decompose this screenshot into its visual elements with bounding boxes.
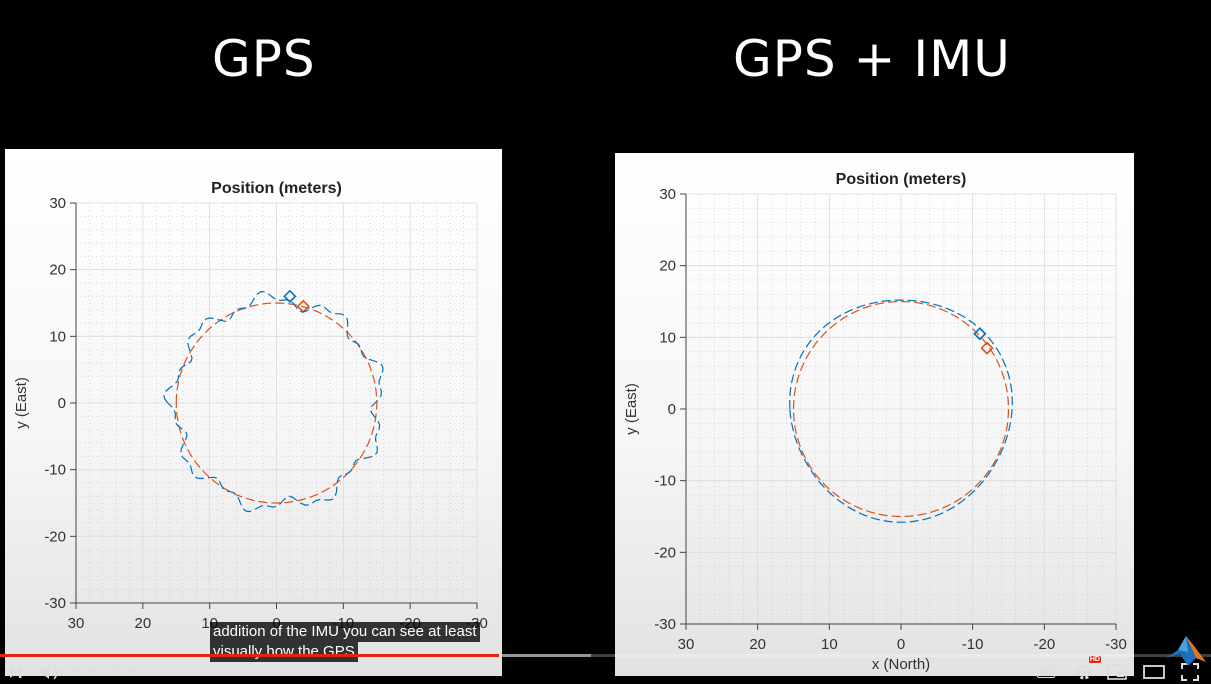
x-tick-label: 10 <box>821 636 838 653</box>
chart-title: Position (meters) <box>211 180 342 197</box>
series-1-diamond-marker <box>283 289 297 303</box>
y-tick-label: -10 <box>44 462 66 479</box>
y-tick-label: 10 <box>659 329 676 346</box>
series-0-path <box>175 302 378 504</box>
player-controls: 6:05 / 13:59 CC HD <box>0 656 1211 684</box>
miniplayer-icon <box>1107 664 1127 680</box>
fullscreen-icon <box>1181 663 1199 681</box>
miniplayer-button[interactable] <box>1106 660 1128 684</box>
heading-gps: GPS <box>212 30 316 88</box>
chart-panel-gps-imu: 30 20 10 0 -10 -20 -30 30 20 10 0 -10 -20 -30 Position… <box>615 153 1134 676</box>
cc-icon: CC <box>1037 666 1055 678</box>
time-display: 6:05 / 13:59 <box>74 664 138 678</box>
x-tick-label: 20 <box>134 615 151 632</box>
y-tick-label: 20 <box>49 262 66 279</box>
x-tick-label: 0 <box>897 636 905 653</box>
heading-gps-imu: GPS + IMU <box>733 30 1011 88</box>
series-1-path <box>163 290 384 513</box>
subtitle-caption: addition of the IMU you can see at least… <box>210 622 480 662</box>
y-tick-label: 20 <box>659 258 676 275</box>
series-0-path <box>792 300 1010 518</box>
y-tick-label: 0 <box>668 401 676 418</box>
fullscreen-button[interactable] <box>1178 660 1202 684</box>
theater-icon <box>1143 665 1165 679</box>
x-tick-label: 20 <box>749 636 766 653</box>
series-1-diamond-marker <box>973 327 987 341</box>
matlab-logo <box>1166 636 1206 666</box>
y-tick-label: -20 <box>44 528 66 545</box>
x-tick-label: -10 <box>962 636 984 653</box>
x-tick-label: 30 <box>68 615 85 632</box>
volume-icon[interactable] <box>38 660 62 684</box>
x-tick-label: 30 <box>678 636 695 653</box>
captions-button[interactable]: CC <box>1035 660 1057 684</box>
caption-line-1: addition of the IMU you can see at least <box>210 622 480 642</box>
y-axis-label: y (East) <box>623 383 640 435</box>
y-tick-label: 0 <box>58 395 66 412</box>
hd-badge: HD <box>1088 656 1101 663</box>
chart-gps: 3020100-10-20-303020100-10-20-30Position… <box>13 180 488 632</box>
y-tick-label: 30 <box>659 186 676 203</box>
theater-mode-button[interactable] <box>1142 660 1166 684</box>
next-icon[interactable] <box>6 660 26 684</box>
series-0-diamond-marker <box>980 341 994 355</box>
y-tick-label: 10 <box>49 328 66 345</box>
gear-icon <box>1076 664 1092 680</box>
series-1-path <box>789 299 1013 523</box>
x-tick-label: -30 <box>1105 636 1127 653</box>
settings-button[interactable]: HD <box>1073 656 1101 684</box>
chart-panel-gps: 3020100-10-20-303020100-10-20-30Position… <box>5 149 502 676</box>
y-tick-label: -20 <box>654 544 676 561</box>
progress-bar[interactable] <box>0 654 1211 657</box>
y-tick-label: 30 <box>49 195 66 212</box>
chart-title: Position (meters) <box>836 171 967 188</box>
y-axis-label: y (East) <box>13 377 30 429</box>
y-tick-label: -30 <box>44 595 66 612</box>
y-tick-label: -10 <box>654 473 676 490</box>
y-tick-label: -30 <box>654 616 676 633</box>
x-tick-label: -20 <box>1033 636 1055 653</box>
x-axis-label: x (North) <box>872 656 930 673</box>
played-bar <box>0 654 499 657</box>
caption-line-2: visually how the GPS <box>210 642 358 662</box>
